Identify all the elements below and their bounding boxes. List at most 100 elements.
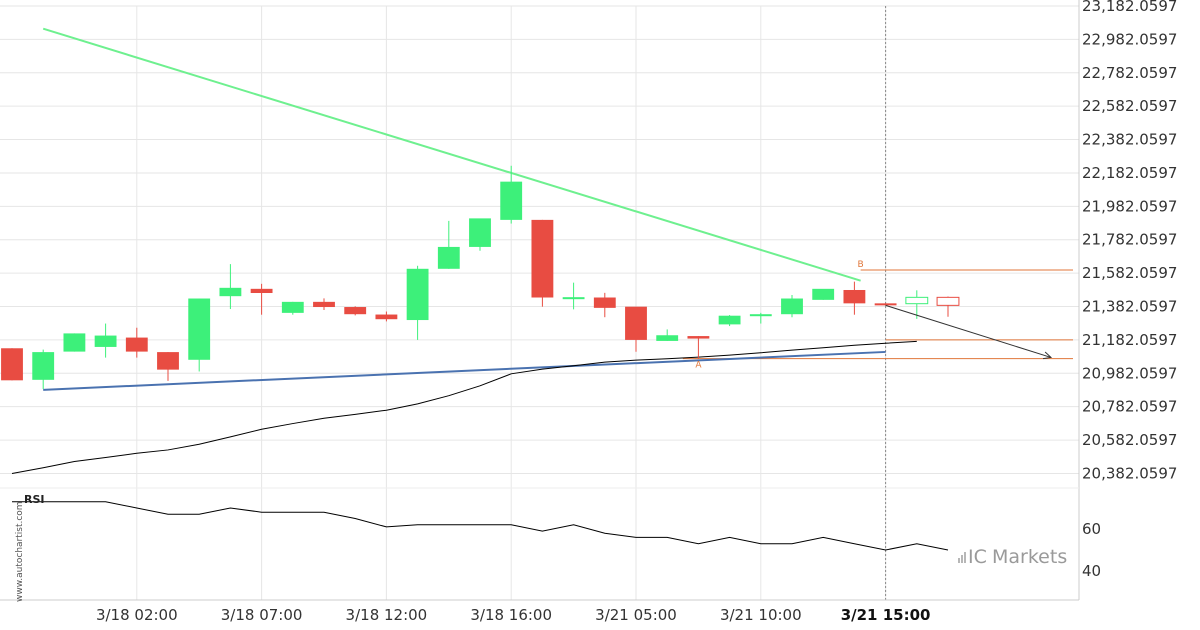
candle-body — [562, 297, 585, 300]
rsi-panel: RSI 60 40 — [12, 493, 1101, 580]
candle — [281, 301, 304, 315]
y-tick-label: 21,982.0597 — [1082, 197, 1177, 215]
forecast-arrow-head — [1042, 351, 1053, 360]
candle-body — [469, 218, 491, 247]
y-tick-label: 20,582.0597 — [1082, 431, 1177, 449]
candle-body — [63, 333, 86, 352]
candle-body — [874, 303, 897, 306]
y-tick-label: 22,382.0597 — [1082, 131, 1177, 149]
candle — [936, 296, 960, 317]
candle-body — [812, 288, 835, 300]
candle-body — [437, 246, 460, 269]
candle — [406, 265, 429, 340]
candle — [157, 352, 179, 381]
x-tick-label: 3/18 12:00 — [346, 606, 428, 624]
candle — [344, 306, 367, 316]
candle — [656, 329, 679, 341]
candle — [905, 290, 929, 319]
candle-body — [718, 315, 741, 325]
y-tick-label: 20,982.0597 — [1082, 364, 1177, 382]
candle-body — [593, 297, 616, 308]
x-tick-label: 3/21 05:00 — [595, 606, 677, 624]
rsi-line — [12, 501, 949, 551]
candle-body — [125, 337, 148, 352]
candle-body — [843, 289, 866, 304]
y-tick-label: 20,782.0597 — [1082, 398, 1177, 416]
bar-chart-icon-bar — [964, 552, 966, 563]
candle-body — [94, 335, 117, 347]
x-tick-label: 3/21 10:00 — [720, 606, 802, 624]
candle — [250, 283, 273, 315]
x-tick-label: 3/18 02:00 — [96, 606, 178, 624]
x-tick-label: 3/18 07:00 — [221, 606, 303, 624]
y-tick-label: 22,782.0597 — [1082, 64, 1177, 82]
candle — [562, 282, 585, 310]
candle — [687, 336, 710, 359]
candle — [437, 220, 460, 269]
moving-average-line — [11, 340, 917, 474]
candle — [313, 298, 335, 311]
candle — [718, 315, 741, 327]
point-a-label: A — [695, 361, 702, 371]
candle-body — [313, 301, 335, 308]
candle — [1, 348, 23, 381]
candle-body — [625, 306, 647, 340]
y-tick-label: 23,182.0597 — [1082, 0, 1177, 15]
candle-body — [1, 348, 23, 381]
candle-body — [531, 219, 554, 298]
y-tick-label: 21,582.0597 — [1082, 264, 1177, 282]
bar-chart-icon-bar — [958, 558, 960, 563]
candle-body — [905, 296, 929, 305]
y-tick-label: 21,182.0597 — [1082, 331, 1177, 349]
brand-suffix: Markets — [992, 546, 1067, 568]
candle — [469, 218, 491, 251]
candle-body — [749, 314, 772, 317]
candle-body — [188, 298, 211, 360]
candle — [375, 311, 398, 322]
y-tick-label: 22,182.0597 — [1082, 164, 1177, 182]
candle-body — [781, 298, 803, 315]
candle-body — [344, 307, 367, 315]
candle — [781, 295, 803, 318]
candle-body — [250, 288, 273, 294]
forecast-arrow-line — [885, 304, 1052, 358]
watermark: www.autochartist.com — [15, 501, 25, 602]
candle-body — [32, 352, 55, 380]
candle — [63, 333, 86, 352]
candle — [749, 312, 772, 324]
candle — [625, 306, 647, 352]
candle — [812, 288, 835, 300]
candle — [593, 292, 616, 318]
candle-body — [500, 181, 523, 220]
candle-body — [157, 352, 179, 370]
candle-body — [656, 335, 679, 341]
candle-body — [936, 296, 960, 306]
y-tick-label: 20,382.0597 — [1082, 464, 1177, 482]
candle — [874, 303, 897, 306]
candle — [188, 298, 211, 372]
candle — [531, 219, 554, 307]
candle — [219, 264, 242, 310]
candle-body — [687, 336, 710, 339]
brand-logo: IC Markets — [958, 546, 1067, 568]
brand-prefix: IC — [968, 546, 987, 568]
candle — [32, 349, 55, 390]
candle-body — [281, 301, 304, 313]
candle — [125, 327, 148, 358]
x-tick-label: 3/21 15:00 — [841, 606, 931, 624]
candle — [843, 281, 866, 315]
bar-chart-icon — [958, 552, 966, 563]
point-b-label: B — [858, 260, 864, 270]
axes: 23,182.0597 22,982.0597 22,782.0597 22,582.… — [0, 0, 1177, 624]
rsi-tick-label: 40 — [1082, 562, 1101, 580]
candle-body — [375, 314, 398, 320]
y-tick-label: 22,582.0597 — [1082, 97, 1177, 115]
rsi-tick-label: 60 — [1082, 520, 1101, 538]
bar-chart-icon-bar — [961, 555, 963, 563]
candle-body — [219, 287, 242, 297]
candle — [500, 165, 523, 224]
y-tick-label: 21,382.0597 — [1082, 298, 1177, 316]
